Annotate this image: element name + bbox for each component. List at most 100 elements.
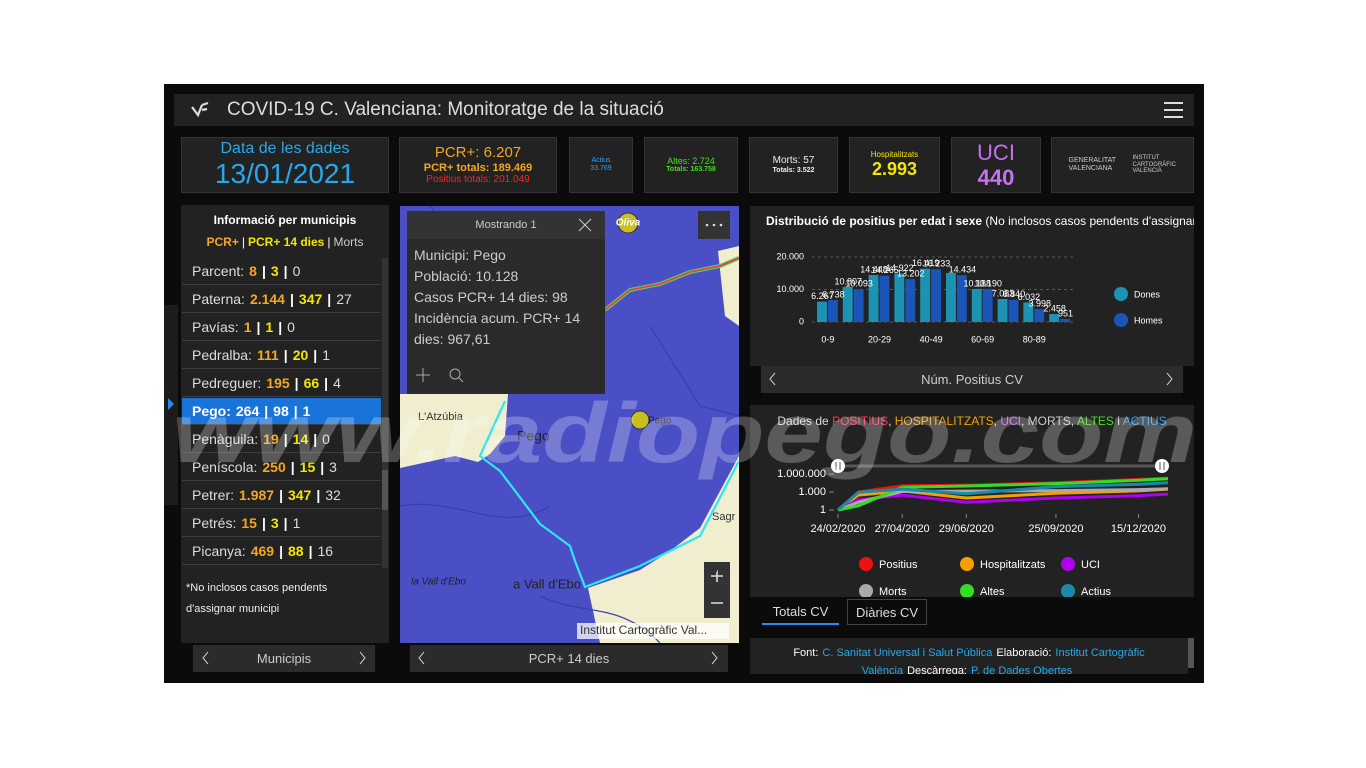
- municipi-row[interactable]: Petrés: 15 | 3 | 1: [182, 510, 381, 537]
- legend-label: Hospitalitzats: [980, 559, 1046, 571]
- side-arrow[interactable]: [166, 396, 176, 412]
- map-nav[interactable]: PCR+ 14 dies: [410, 645, 728, 672]
- value-label: 6.267: [811, 291, 834, 301]
- range-slider[interactable]: [831, 459, 845, 473]
- popup-body: Municipi: Pego Població: 10.128 Casos PCR+…: [407, 239, 605, 356]
- legend-swatch: [960, 557, 974, 571]
- footer-panel: Font: C. Sanitat Universal i Salut Públic…: [750, 638, 1188, 674]
- municipis-nav[interactable]: Municipis: [193, 645, 375, 672]
- morts-value: 4: [333, 375, 341, 391]
- pcr-value: PCR+: 6.207: [434, 144, 522, 162]
- menu-button[interactable]: [1164, 100, 1184, 120]
- bar-nav[interactable]: Núm. Positius CV: [761, 366, 1183, 393]
- scrollbar[interactable]: [382, 258, 388, 568]
- legend-separator: |: [241, 235, 245, 249]
- x-tick-label: 15/12/2020: [1111, 523, 1166, 535]
- morts-value: 0: [287, 319, 295, 335]
- title-part: ,: [888, 414, 895, 428]
- date-card: Data de les dades 13/01/2021: [181, 137, 389, 193]
- value-label: 10.807: [834, 276, 862, 286]
- footer-scrollbar[interactable]: [1188, 638, 1194, 668]
- y-tick-label: 20.000: [776, 251, 804, 261]
- separator: |: [279, 543, 283, 559]
- popup-tools[interactable]: [415, 367, 475, 383]
- legend-item: PCR+: [206, 235, 239, 249]
- bar: [827, 300, 838, 322]
- nav-arrows[interactable]: [200, 650, 370, 666]
- pcr14-value: 347: [287, 487, 312, 503]
- range-slider[interactable]: [1155, 459, 1169, 473]
- map-label: la Vall d'Ebo: [411, 577, 466, 588]
- altes-card: Altes: 2.724 Totals: 163.758: [644, 137, 738, 193]
- nav-label: Núm. Positius CV: [921, 372, 1023, 387]
- title-part: POSITIUS: [832, 414, 888, 428]
- nav-arrows[interactable]: [767, 371, 1177, 387]
- logo-generalitat: GENERALITAT VALENCIANA: [1068, 156, 1116, 172]
- pcr14-value: 3: [270, 263, 279, 279]
- pcr14-value: 88: [287, 543, 304, 559]
- footer-link[interactable]: C. Sanitat Universal i Salut Pública: [822, 647, 993, 659]
- municipi-row[interactable]: Pego: 264 | 98 | 1: [182, 398, 381, 425]
- nav-arrows[interactable]: [416, 650, 722, 666]
- morts-value: 16: [317, 543, 334, 559]
- legend-swatch: [859, 584, 873, 597]
- municipi-row[interactable]: Pavías: 1 | 1 | 0: [182, 314, 381, 341]
- popup-line: Municipi: Pego: [414, 247, 506, 263]
- footer-link[interactable]: Institut Cartogràfic València: [861, 647, 1145, 674]
- value-label: 13.202: [897, 268, 925, 278]
- value-label: 2.458: [1043, 303, 1066, 313]
- legend-label: Positius: [879, 559, 918, 571]
- municipi-row[interactable]: Penàguila: 19 | 14 | 0: [182, 426, 381, 453]
- pcr-value: 2.144: [249, 291, 285, 307]
- pcr-value: 111: [256, 347, 279, 363]
- bar: [931, 269, 941, 322]
- value-label: 10.093: [845, 279, 873, 289]
- municipi-row[interactable]: Picanya: 469 | 88 | 16: [182, 538, 381, 565]
- pcr14-value: 98: [273, 403, 289, 419]
- bar-panel: [750, 206, 1194, 366]
- map-label: Pego: [648, 416, 672, 427]
- y-tick-label: 0: [799, 316, 804, 326]
- municipi-row[interactable]: Peníscola: 250 | 15 | 3: [182, 454, 381, 481]
- separator: |: [283, 431, 288, 447]
- value-label: 14.922: [886, 263, 914, 273]
- line-chart: Dades de POSITIUS, HOSPITALITZATS, UCI, …: [777, 414, 1169, 597]
- altes-value: Altes: 2.724: [667, 155, 715, 166]
- x-tick-label: 27/04/2020: [875, 523, 930, 535]
- value-label: 14.265: [871, 265, 899, 275]
- tab-active[interactable]: Totals CV: [762, 599, 839, 625]
- separator: |: [279, 487, 283, 503]
- tab-bar: [750, 597, 1194, 627]
- bar: [868, 275, 879, 322]
- y-tick-label: 10.000: [776, 284, 804, 294]
- scrollbar-thumb[interactable]: [382, 470, 388, 510]
- map-label: Pego: [517, 428, 550, 444]
- value-label: 10.188: [963, 278, 991, 288]
- bar: [894, 273, 905, 322]
- title-part: UCI: [1000, 414, 1021, 428]
- map-label: Sagr: [712, 511, 736, 523]
- bar: [956, 275, 967, 322]
- municipi-row[interactable]: Petrer: 1.987 | 347 | 32: [182, 482, 381, 509]
- morts-value: 32: [325, 487, 341, 503]
- tab[interactable]: Diàries CV: [847, 599, 927, 625]
- bar: [817, 301, 827, 322]
- morts-value: 3: [329, 459, 337, 475]
- municipi-row[interactable]: Parcent: 8 | 3 | 0: [182, 258, 381, 285]
- legend-separator: |: [327, 235, 331, 249]
- value-label: 14.434: [949, 264, 977, 274]
- municipi-row[interactable]: Paterna: 2.144 | 347 | 27: [182, 286, 381, 313]
- pcr-value: 264: [235, 403, 260, 419]
- municipi-name: Pego:: [192, 403, 231, 419]
- chart-title: Distribució de positius per edat i sexe: [766, 214, 982, 228]
- municipi-row[interactable]: Pedralba: 111 | 20 | 1: [182, 342, 381, 369]
- value-label: 6.032: [1018, 292, 1041, 302]
- value-label: 6.738: [822, 289, 845, 299]
- actius-label: Actius: [591, 156, 611, 164]
- popup-close[interactable]: [578, 218, 592, 232]
- municipi-name: Parcent:: [192, 263, 245, 279]
- municipi-row[interactable]: Pedreguer: 195 | 66 | 4: [182, 370, 381, 397]
- footer-link[interactable]: P. de Dades Obertes: [971, 665, 1073, 674]
- pcr14-value: 1: [265, 319, 274, 335]
- title-part: ,: [1021, 414, 1028, 428]
